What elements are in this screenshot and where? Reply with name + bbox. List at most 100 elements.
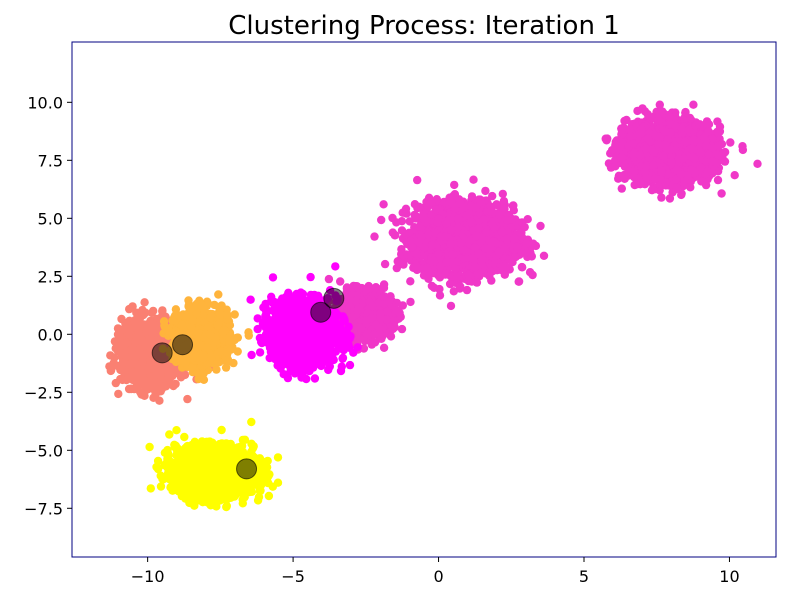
data-point (508, 201, 517, 210)
data-points-layer (105, 100, 762, 512)
data-point (472, 231, 481, 241)
data-point (617, 125, 626, 135)
data-point (412, 262, 421, 271)
data-point (488, 191, 497, 201)
data-point (672, 183, 681, 192)
data-point (414, 238, 423, 247)
data-point (687, 144, 697, 154)
data-point (405, 217, 414, 226)
data-point (522, 239, 531, 248)
data-point (708, 157, 717, 166)
data-point (380, 259, 390, 269)
data-point (466, 201, 476, 211)
data-point (459, 203, 469, 212)
data-point (726, 138, 735, 147)
data-point (702, 141, 711, 150)
data-point (701, 180, 711, 190)
data-point (657, 166, 666, 175)
data-point (684, 125, 693, 135)
data-point (654, 116, 663, 125)
data-point (640, 107, 650, 116)
data-point (397, 217, 407, 226)
data-point (686, 183, 695, 192)
data-point (696, 148, 705, 157)
data-point (665, 194, 675, 203)
data-point (643, 134, 653, 143)
data-point (630, 180, 639, 190)
data-point (690, 168, 700, 177)
data-point (447, 199, 456, 208)
data-point (658, 107, 667, 116)
data-point (428, 240, 437, 250)
data-point (476, 197, 485, 207)
data-point (539, 251, 549, 260)
data-point (720, 147, 730, 157)
data-point (424, 274, 433, 283)
data-point (441, 270, 450, 279)
data-point (455, 284, 465, 293)
data-point (672, 165, 682, 175)
data-point (462, 285, 472, 295)
data-point (651, 174, 660, 183)
data-point (753, 159, 762, 168)
data-point (738, 145, 748, 155)
data-point (513, 242, 522, 251)
data-point (485, 271, 494, 281)
data-point (647, 186, 657, 195)
point-cloud (601, 100, 762, 203)
data-point (413, 175, 422, 185)
data-point (715, 122, 725, 131)
data-point (500, 244, 509, 253)
data-point (464, 270, 473, 280)
data-point (636, 150, 645, 160)
data-point (482, 228, 491, 237)
data-point (406, 277, 415, 286)
data-point (528, 270, 537, 280)
data-point (602, 136, 611, 145)
data-point (392, 263, 401, 273)
data-point (500, 262, 510, 271)
data-point (451, 264, 460, 274)
data-point (431, 205, 440, 214)
data-point (703, 167, 712, 176)
data-point (388, 213, 397, 223)
data-point (434, 214, 443, 224)
data-point (423, 202, 433, 211)
data-point (649, 161, 658, 170)
data-point (498, 189, 507, 199)
data-point (474, 224, 483, 233)
data-point (434, 249, 443, 258)
data-point (628, 139, 638, 148)
data-point (456, 239, 466, 248)
data-point (435, 291, 445, 300)
data-point (446, 239, 455, 249)
data-point (704, 127, 713, 136)
data-point (388, 228, 397, 237)
data-point (454, 214, 463, 223)
data-point (616, 142, 625, 152)
data-point (617, 153, 626, 162)
data-point (619, 171, 629, 180)
data-point (495, 210, 504, 220)
data-point (665, 113, 675, 122)
data-point (445, 279, 455, 289)
data-point (681, 137, 690, 147)
data-point (518, 263, 527, 272)
data-point (469, 175, 478, 184)
data-point (657, 193, 666, 202)
data-point (370, 232, 379, 241)
data-point (467, 192, 477, 201)
data-point (674, 154, 684, 163)
data-point (654, 132, 664, 141)
data-point (435, 284, 444, 294)
data-point (500, 270, 509, 279)
data-point (478, 255, 487, 264)
data-point (415, 222, 424, 231)
data-point (611, 162, 620, 171)
data-point (447, 250, 457, 259)
data-point (481, 244, 490, 253)
data-point (446, 301, 456, 311)
data-point (379, 200, 388, 209)
data-point (486, 207, 495, 216)
